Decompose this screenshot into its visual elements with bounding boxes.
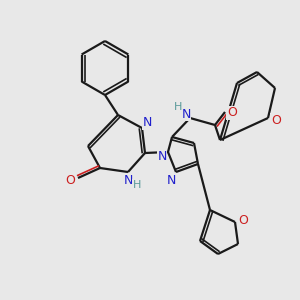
Text: O: O xyxy=(238,214,248,226)
Text: N: N xyxy=(123,175,133,188)
Text: N: N xyxy=(181,107,191,121)
Text: N: N xyxy=(157,151,167,164)
Text: H: H xyxy=(174,102,182,112)
Text: O: O xyxy=(227,106,237,119)
Text: O: O xyxy=(65,173,75,187)
Text: N: N xyxy=(166,173,176,187)
Text: N: N xyxy=(142,116,152,130)
Text: H: H xyxy=(133,180,141,190)
Text: O: O xyxy=(271,113,281,127)
